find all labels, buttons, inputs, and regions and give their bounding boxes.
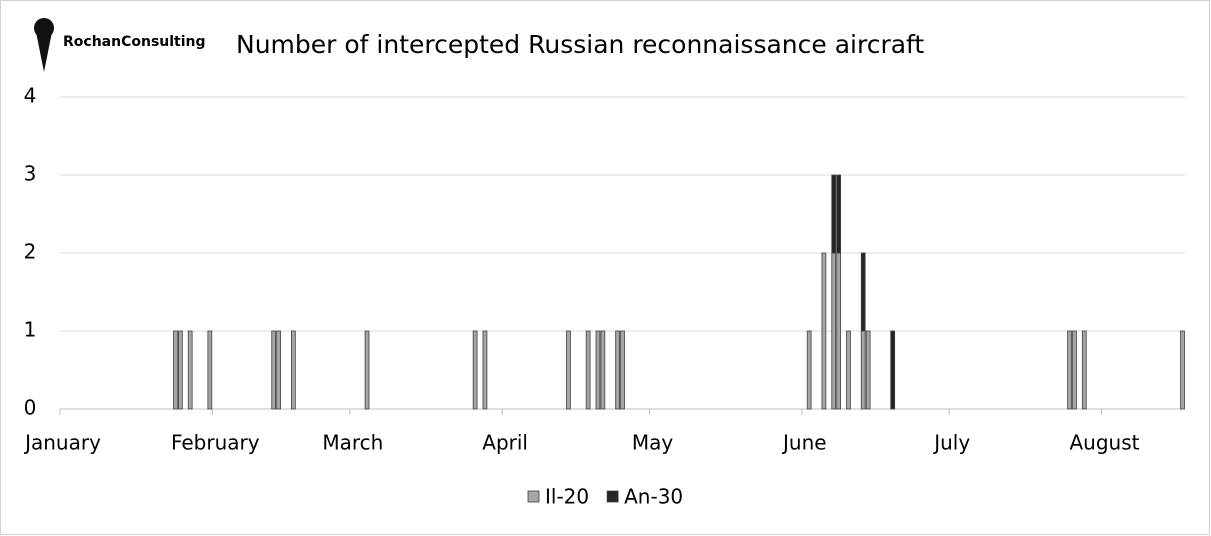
bar-segment xyxy=(364,330,370,410)
x-tick-label: February xyxy=(171,431,260,455)
x-tick-label: March xyxy=(322,431,383,455)
bar-segment xyxy=(290,330,296,410)
logo: RochanConsulting xyxy=(34,18,206,72)
y-tick-label: 4 xyxy=(24,84,37,108)
bar-segment xyxy=(620,330,625,410)
y-tick-label: 3 xyxy=(24,162,37,186)
legend-label: Il-20 xyxy=(545,485,589,509)
bar-segment xyxy=(276,330,281,410)
bar-segment xyxy=(173,330,178,410)
legend-swatch xyxy=(606,490,619,503)
bar-segment xyxy=(831,174,837,254)
y-tick-label: 0 xyxy=(24,396,37,420)
bar-segment xyxy=(1072,330,1077,410)
bar-segment xyxy=(482,330,488,410)
x-tick-label: August xyxy=(1069,431,1139,455)
bar-segment xyxy=(836,252,842,410)
x-tick-label: January xyxy=(23,431,101,455)
bar-segment xyxy=(585,330,591,410)
bar-segment xyxy=(615,330,620,410)
bar-segment xyxy=(271,330,277,410)
legend-swatch xyxy=(527,490,540,503)
bar-segment xyxy=(821,252,827,410)
bar-segment xyxy=(836,174,842,254)
bar-segment xyxy=(187,330,193,410)
bar-segment xyxy=(472,330,478,410)
bar-segment xyxy=(595,330,601,410)
bar-segment xyxy=(1180,330,1185,410)
x-tick-label: June xyxy=(781,431,827,455)
bar-segment xyxy=(865,330,871,410)
bar-segment xyxy=(890,330,896,410)
bar-segment xyxy=(806,330,812,410)
y-tick-label: 1 xyxy=(24,318,37,342)
bar-segment xyxy=(600,330,606,410)
bar-segment xyxy=(1067,330,1072,410)
bar-segment xyxy=(846,330,851,410)
x-tick-label: July xyxy=(932,431,970,455)
y-tick-label: 2 xyxy=(24,240,37,264)
bar-segment xyxy=(860,330,866,410)
bar-segment xyxy=(566,330,571,410)
x-tick-label: April xyxy=(482,431,528,455)
bar-segment xyxy=(860,252,866,332)
logo-text: RochanConsulting xyxy=(63,34,206,50)
bar-segment xyxy=(207,330,213,410)
x-tick-label: May xyxy=(632,431,674,455)
bar-segment xyxy=(831,252,837,410)
bar-segment xyxy=(178,330,183,410)
bar-segment xyxy=(1081,330,1087,410)
legend-label: An-30 xyxy=(624,485,683,509)
chart-title: Number of intercepted Russian reconnaiss… xyxy=(236,30,924,59)
